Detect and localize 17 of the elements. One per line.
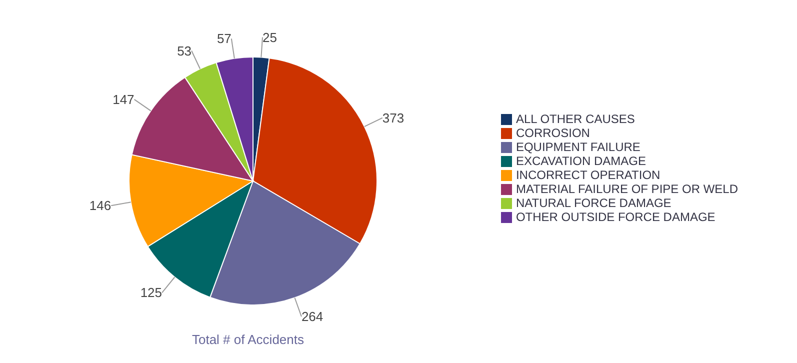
legend-label: EQUIPMENT FAILURE — [516, 140, 640, 154]
legend-label: EXCAVATION DAMAGE — [516, 154, 646, 168]
legend-label: INCORRECT OPERATION — [516, 168, 660, 182]
data-label: 25 — [262, 30, 277, 45]
data-label: 373 — [382, 110, 404, 126]
data-label: 264 — [301, 309, 324, 324]
legend-label: OTHER OUTSIDE FORCE DAMAGE — [516, 210, 716, 224]
legend-label: ALL OTHER CAUSES — [516, 112, 635, 126]
data-label: 125 — [140, 285, 162, 300]
data-label: 147 — [112, 92, 134, 107]
legend-label: CORROSION — [516, 126, 590, 140]
legend-label: NATURAL FORCE DAMAGE — [516, 196, 672, 210]
legend-label: MATERIAL FAILURE OF PIPE OR WELD — [516, 182, 738, 196]
data-label: 53 — [177, 43, 192, 58]
data-label: 146 — [89, 198, 112, 214]
text: Total # of Accidents — [190, 332, 305, 347]
data-label: 57 — [216, 31, 232, 46]
